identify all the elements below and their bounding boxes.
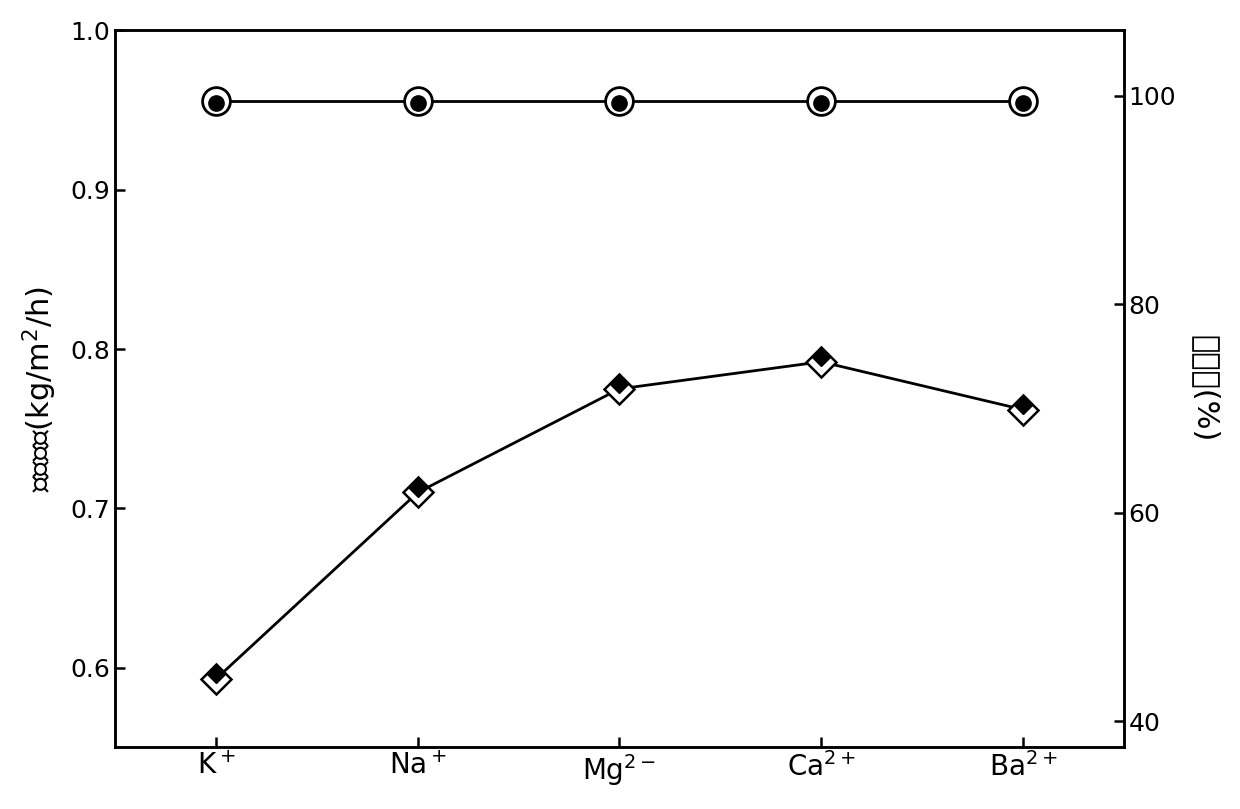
Y-axis label: 脱盐率(%): 脱盐率(%) [1190,335,1219,443]
Y-axis label: 渗透通量(kg/m$^2$/h): 渗透通量(kg/m$^2$/h) [21,286,60,492]
